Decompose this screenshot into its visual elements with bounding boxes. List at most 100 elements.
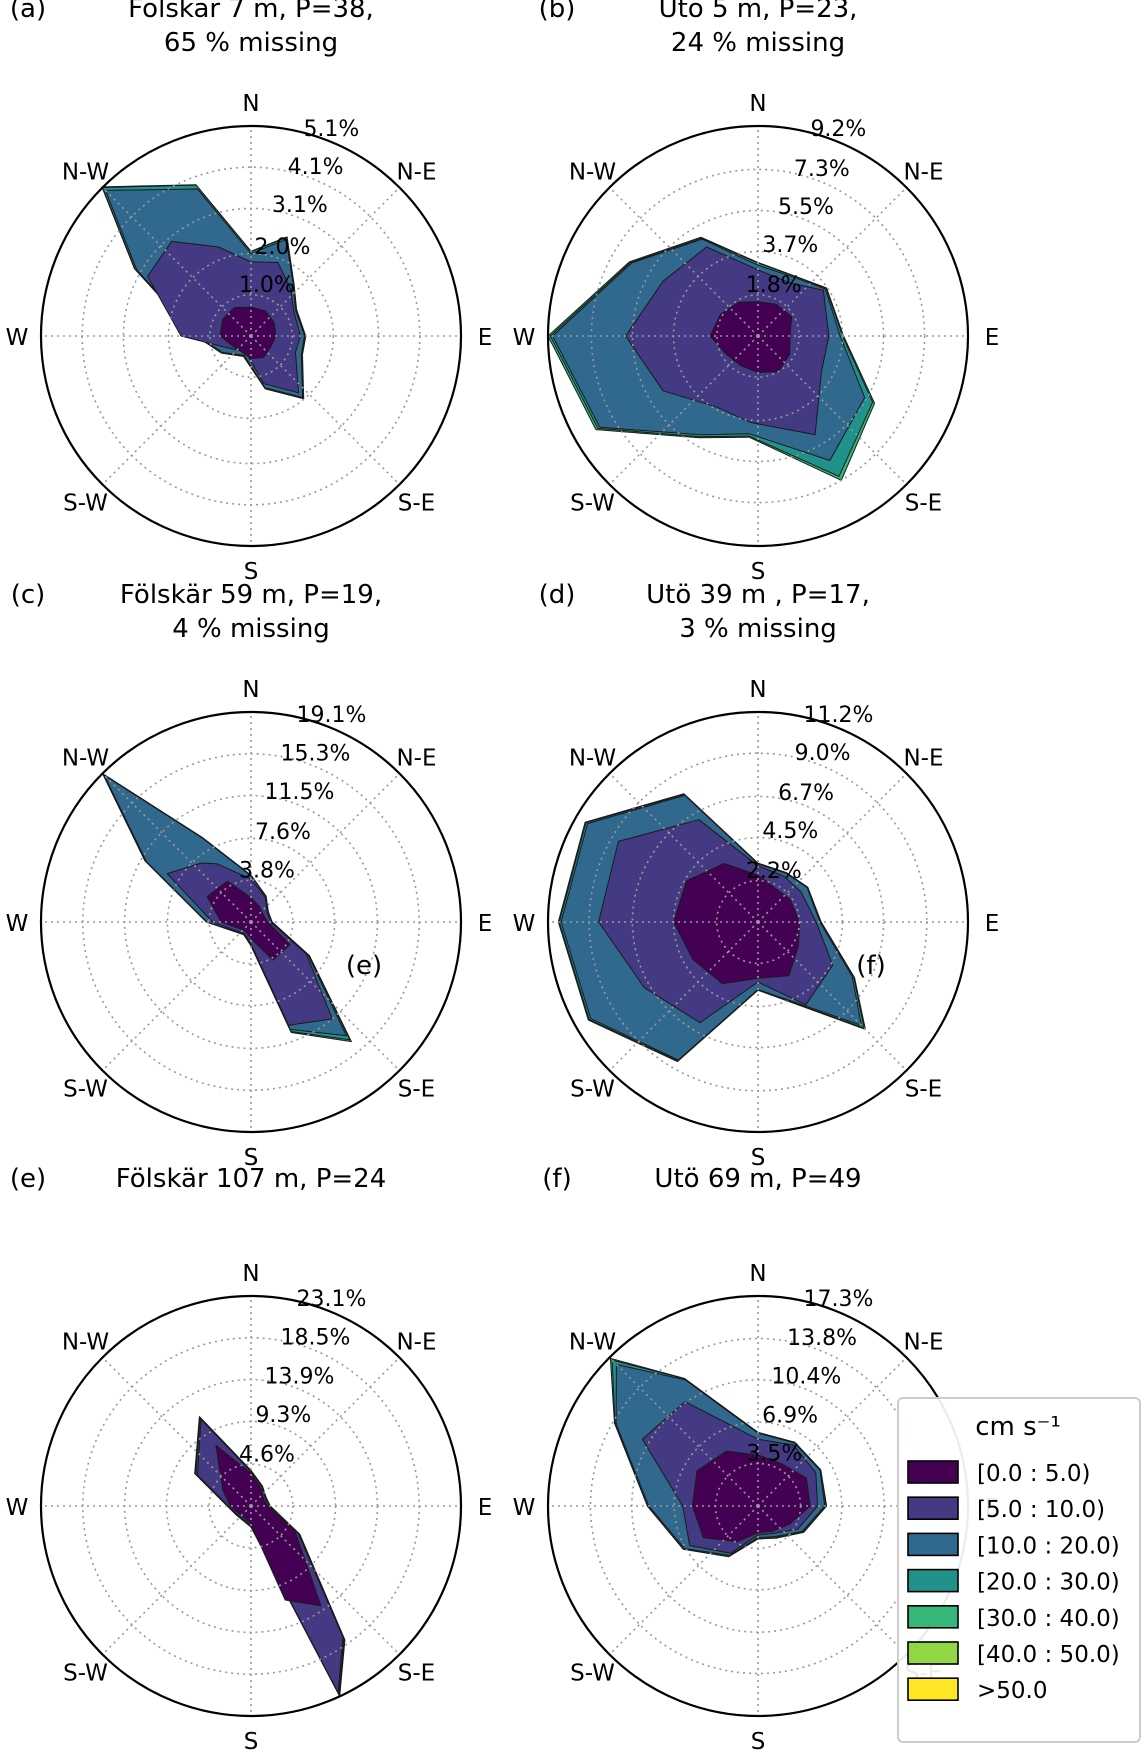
panel-letter: (d) [539, 580, 576, 610]
outer-ring [39, 1294, 463, 1718]
grid-spoke [250, 1505, 401, 1656]
ring-label: 4.5% [762, 819, 818, 844]
direction-label: E [478, 911, 493, 937]
legend-label: [30.0 : 40.0) [977, 1606, 1120, 1632]
ring-label: 9.3% [255, 1403, 311, 1428]
grid-spoke [757, 772, 908, 923]
panel-letter: (c) [11, 580, 46, 610]
grid-spoke [608, 1356, 759, 1507]
direction-label: E [478, 325, 493, 351]
direction-label: S [751, 1145, 766, 1171]
grid-ring [590, 168, 926, 504]
ring-label: 19.1% [296, 703, 366, 728]
direction-label: N [749, 677, 766, 703]
rose-panel-e: (e) Fölskär 107 m, P=24 N N-E E S-E S S-W W N-W 4.… [6, 1164, 493, 1754]
legend-label: [20.0 : 30.0) [977, 1570, 1120, 1596]
overlay-label: (e) [346, 951, 382, 981]
direction-label: N [749, 1261, 766, 1287]
rose-bin-1-area [166, 862, 333, 1026]
direction-label: N-E [903, 746, 943, 772]
legend-swatch [907, 1677, 959, 1701]
grid-spoke [101, 772, 252, 923]
rose-panel-b: (b) Utö 5 m, P=23, 24 % missing N N-E E S-E S S-… [513, 0, 1000, 585]
grid-spoke [757, 1505, 908, 1656]
grid-ring [166, 837, 336, 1007]
panel-title-line: Fölskär 107 m, P=24 [116, 1164, 387, 1194]
ring-label: 4.6% [239, 1442, 295, 1467]
grid-spoke [608, 335, 759, 486]
ring-label: 3.5% [746, 1442, 802, 1467]
outer-ring [546, 124, 970, 548]
direction-label: S-E [398, 1077, 435, 1103]
ring-label: 10.4% [771, 1364, 841, 1389]
panel-title-line: Fölskär 7 m, P=38, [128, 0, 374, 24]
ring-label: 4.1% [288, 155, 344, 180]
direction-label: N-W [569, 746, 616, 772]
direction-label: E [985, 911, 1000, 937]
legend-label: >50.0 [977, 1678, 1047, 1704]
direction-label: N-E [396, 160, 436, 186]
direction-label: S [751, 1729, 766, 1754]
grid-spoke [250, 186, 401, 337]
direction-label: W [6, 911, 29, 937]
panel-title-line: Fölskär 59 m, P=19, [120, 580, 382, 610]
grid-spoke [101, 921, 252, 1072]
direction-label: S-W [570, 1661, 615, 1687]
grid-ring [209, 293, 294, 378]
grid-spoke [608, 921, 759, 1072]
ring-label: 7.6% [255, 820, 311, 845]
ring-label: 15.3% [280, 742, 350, 767]
grid-spoke [250, 335, 401, 486]
direction-label: N-W [569, 1330, 616, 1356]
ring-label: 6.9% [762, 1404, 818, 1429]
rose-panel-a: (a) Fölskär 7 m, P=38, 65 % missing N N-E E S-… [6, 0, 493, 585]
grid-spoke [757, 335, 908, 486]
grid-spoke [757, 1356, 908, 1507]
ring-label: 2.2% [746, 859, 802, 884]
legend-swatch [907, 1460, 959, 1484]
direction-label: S [244, 1145, 259, 1171]
direction-label: S-W [63, 491, 108, 517]
ring-label: 1.0% [239, 273, 295, 298]
direction-label: S-E [398, 491, 435, 517]
grid-spoke [250, 772, 401, 923]
grid-spoke [757, 921, 908, 1072]
direction-label: E [478, 1495, 493, 1521]
direction-label: W [513, 1495, 536, 1521]
panel-letter: (a) [10, 0, 46, 24]
grid-spoke [608, 186, 759, 337]
overlay-label: (f) [856, 951, 885, 981]
legend-swatch [907, 1568, 959, 1593]
panel-letter: (b) [539, 0, 576, 24]
direction-label: N-W [62, 1330, 109, 1356]
panel-title-line: Utö 5 m, P=23, [659, 0, 858, 24]
legend-title: cm s⁻¹ [975, 1412, 1061, 1442]
grid-spoke [608, 772, 759, 923]
direction-label: S [244, 1729, 259, 1754]
grid-spoke [101, 1505, 252, 1656]
ring-label: 3.8% [239, 858, 295, 883]
outer-ring [546, 710, 970, 1134]
legend-label: [40.0 : 50.0) [977, 1642, 1120, 1668]
grid-ring [208, 1463, 294, 1549]
panel-title-line: 65 % missing [164, 28, 338, 58]
legend-swatch [907, 1532, 959, 1557]
direction-label: W [6, 1495, 29, 1521]
panel-title-line: Utö 39 m , P=17, [646, 580, 870, 610]
grid-ring [673, 1421, 843, 1591]
direction-label: N-W [62, 746, 109, 772]
ring-label: 1.8% [746, 273, 802, 298]
ring-label: 3.7% [762, 233, 818, 258]
grid-spoke [101, 186, 252, 337]
direction-label: S-E [398, 1661, 435, 1687]
legend-label: [0.0 : 5.0) [977, 1461, 1090, 1487]
rose-panel-c: (c) Fölskär 59 m, P=19, 4 % missing N N-E E S-… [6, 580, 493, 1171]
grid-spoke [608, 1505, 759, 1656]
ring-label: 2.0% [255, 235, 311, 260]
panel-title-line: Utö 69 m, P=49 [654, 1164, 861, 1194]
legend-label: [5.0 : 10.0) [977, 1497, 1105, 1523]
ring-label: 13.9% [264, 1364, 334, 1389]
direction-label: S [244, 559, 259, 585]
ring-label: 5.1% [303, 117, 359, 142]
ring-label: 5.5% [778, 195, 834, 220]
